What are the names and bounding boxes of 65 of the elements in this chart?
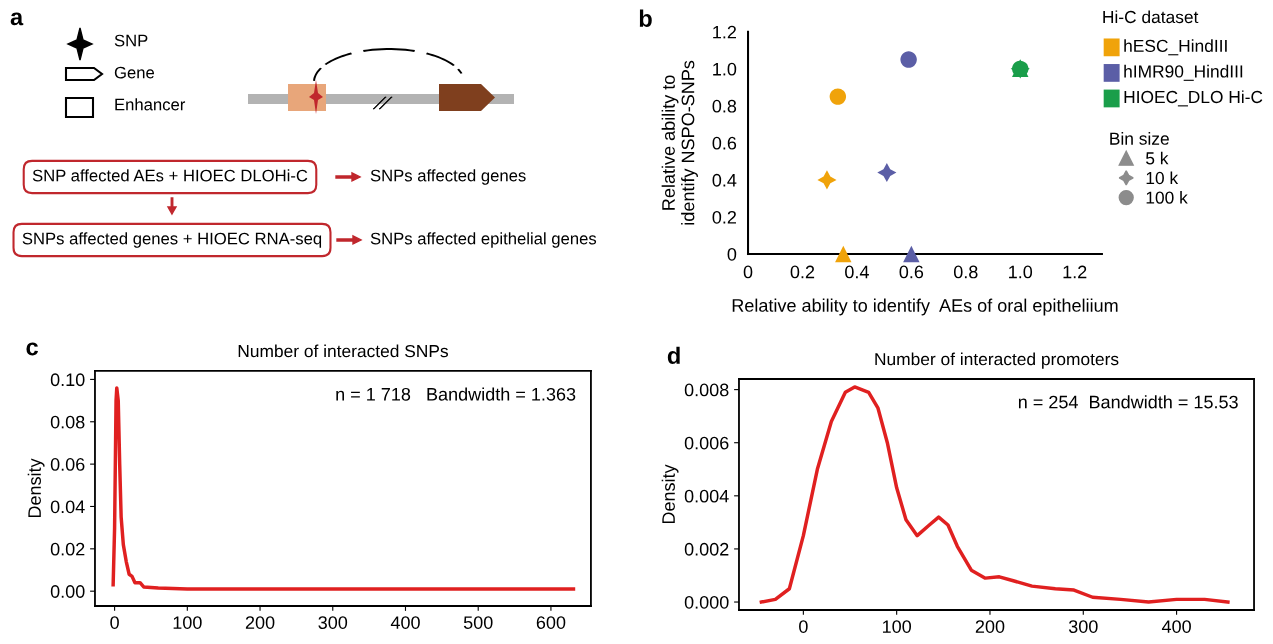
y-tick-label: 0.8 (712, 99, 737, 113)
x-tick-label: 600 (536, 616, 566, 629)
text: SNPs affected genes + HIOEC RNA-seq (22, 232, 322, 248)
chart-title: Number of interacted promoters (875, 352, 1119, 369)
text: 100 k (1146, 191, 1188, 204)
line-series (111, 386, 576, 591)
annotation: n = 1 718 Bandwidth = 1.363 (336, 387, 576, 401)
text: 10 k (1146, 171, 1179, 185)
text: a (10, 12, 24, 26)
annotation: n = 254 Bandwidth = 15.53 (1018, 395, 1238, 409)
x-tick-label: 100 (882, 620, 912, 633)
y-axis-title: Relative ability to identify NSPO-SNPs (661, 60, 698, 225)
y-tick-label: 0.006 (684, 436, 729, 450)
legend-title: Bin size (1110, 132, 1169, 145)
y-tick-label: 0.04 (50, 500, 85, 514)
y-tick-label: 0.008 (684, 383, 729, 397)
x-tick-label: 0 (743, 265, 753, 279)
text: b (639, 9, 652, 27)
y-tick-label: 0.00 (50, 585, 85, 598)
x-tick-label: 300 (318, 616, 348, 629)
text: SNP (114, 34, 148, 47)
x-tick-label: 0.2 (790, 265, 815, 279)
y-tick-label: 0.004 (684, 489, 729, 503)
text: Gene (114, 66, 155, 79)
text: SNP affected AEs + HIOEC DLOHi-C (32, 169, 308, 182)
x-tick-label: 1.2 (1063, 265, 1087, 279)
x-tick-label: 200 (975, 620, 1005, 633)
text: Enhancer (115, 98, 186, 111)
x-tick-label: 1.0 (1009, 265, 1033, 279)
y-tick-label: 0 (727, 247, 737, 261)
y-tick-label: 1.2 (713, 25, 736, 39)
y-tick-label: 0.000 (684, 595, 729, 609)
x-tick-label: 0.4 (845, 265, 869, 279)
text: SNPs affected genes (370, 169, 526, 185)
text: hESC_HindIII (1124, 39, 1227, 56)
x-tick-label: 500 (463, 616, 493, 629)
text: c (26, 342, 38, 356)
y-tick-label: 0.002 (684, 542, 729, 556)
x-tick-label: 200 (245, 616, 275, 629)
x-tick-label: 0.6 (899, 265, 924, 279)
x-tick-label: 0.8 (953, 265, 978, 279)
y-tick-label: 0.10 (50, 373, 85, 387)
x-axis-title: Relative ability to identify AEs of oral epitheliium (732, 298, 1118, 316)
y-tick-label: 0.08 (50, 415, 85, 429)
y-tick-label: 0.02 (50, 542, 85, 556)
y-tick-label: 1.0 (713, 62, 737, 76)
y-tick-label: 0.06 (50, 458, 85, 471)
chart-title: Number of interacted SNPs (238, 344, 448, 358)
x-tick-label: 400 (1161, 620, 1191, 633)
x-tick-label: 300 (1068, 620, 1098, 633)
y-axis-title: Density (27, 458, 45, 518)
y-tick-label: 0.4 (712, 173, 737, 187)
text: hIMR90_HindIII (1124, 64, 1243, 81)
text: HIOEC_DLO Hi-C (1124, 90, 1263, 107)
y-tick-label: 0.2 (712, 210, 736, 224)
text: SNPs affected epithelial genes (370, 232, 597, 248)
text: d (667, 346, 680, 364)
text: Hi-C dataset (1103, 10, 1199, 24)
x-tick-label: 0 (110, 616, 119, 629)
x-tick-label: 0 (799, 620, 808, 633)
y-axis-title: Density (661, 464, 679, 524)
x-tick-label: 100 (173, 616, 202, 629)
x-tick-label: 400 (390, 616, 420, 629)
y-tick-label: 0.6 (712, 136, 737, 150)
text: 5 k (1146, 151, 1169, 165)
